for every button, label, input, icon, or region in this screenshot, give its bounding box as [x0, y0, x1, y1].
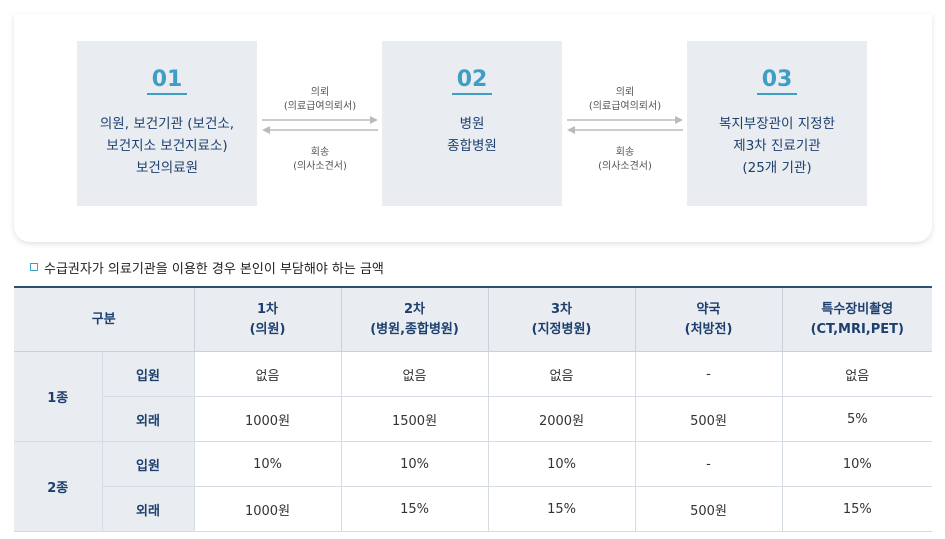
copay-table-wrapper: 구분 1차 (의원) 2차 (병원,종합병원) 3차 (지정병원) 약국 (처방전) 특… [14, 286, 933, 532]
arrow-2-refer-label: 의뢰 [615, 87, 635, 98]
section-title: 수급권자가 의료기관을 이용한 경우 본인이 부담해야 하는 금액 [30, 258, 384, 277]
table-cell: 1000원 [193, 486, 342, 532]
table-cell: 15% [340, 486, 489, 532]
row-type-label: 외래 [101, 486, 195, 532]
row-type-label: 입원 [101, 441, 195, 487]
table-cell: 15% [487, 486, 636, 532]
arrow-1-return-doc: (의사소견서) [293, 161, 347, 172]
table-header-row: 구분 1차 (의원) 2차 (병원,종합병원) 3차 (지정병원) 약국 (처방전) 특… [14, 287, 933, 352]
referral-arrow-2: 의뢰 (의료급여의뢰서) 회송 (의사소견서) [563, 84, 687, 174]
table-cell: 없음 [193, 351, 342, 397]
table-row: 1종 입원 없음 없음 없음 - 없음 [14, 351, 933, 442]
square-bullet-icon [30, 263, 38, 271]
step-1-box: 01 의원, 보건기관 (보건소, 보건지소 보건지료소) 보건의료원 [77, 41, 257, 206]
table-cell: 없음 [487, 351, 636, 397]
step-1-line-2: 보건지소 보건지료소) [106, 138, 228, 154]
table-cell: 10% [340, 441, 489, 487]
step-2-line-1: 병원 [459, 116, 485, 132]
header-tier-1: 1차 (의원) [193, 287, 342, 352]
header-tier-2: 2차 (병원,종합병원) [340, 287, 489, 352]
step-3-line-2: 제3차 진료기관 [733, 138, 821, 154]
step-2-number: 02 [452, 67, 492, 95]
table-cell: 5% [781, 396, 933, 442]
two-way-arrow-icon [262, 116, 378, 134]
step-3-box: 03 복지부장관이 지정한 제3차 진료기관 (25개 기관) [687, 41, 867, 206]
arrow-2-refer-doc: (의료급여의뢰서) [588, 101, 662, 112]
table-cell: 없음 [340, 351, 489, 397]
referral-flow-panel: 01 의원, 보건기관 (보건소, 보건지소 보건지료소) 보건의료원 의뢰 (… [14, 14, 932, 242]
arrow-2-return-doc: (의사소견서) [598, 161, 652, 172]
header-special-imaging: 특수장비촬영 (CT,MRI,PET) [781, 287, 933, 352]
copay-table: 구분 1차 (의원) 2차 (병원,종합병원) 3차 (지정병원) 약국 (처방전) 특… [14, 286, 933, 532]
table-row: 외래 1000원 1500원 2000원 500원 5% [14, 396, 933, 442]
table-cell: 500원 [634, 396, 783, 442]
table-cell: 1500원 [340, 396, 489, 442]
step-1-number: 01 [147, 67, 187, 95]
table-row: 외래 1000원 15% 15% 500원 15% [14, 486, 933, 532]
section-title-text: 수급권자가 의료기관을 이용한 경우 본인이 부담해야 하는 금액 [44, 262, 384, 277]
header-tier-3: 3차 (지정병원) [487, 287, 636, 352]
arrow-2-return-label: 회송 [615, 147, 635, 158]
arrow-1-refer-doc: (의료급여의뢰서) [283, 101, 357, 112]
step-2-box: 02 병원 종합병원 [382, 41, 562, 206]
table-cell: 10% [193, 441, 342, 487]
step-3-line-1: 복지부장관이 지정한 [718, 116, 836, 132]
step-3-line-3: (25개 기관) [742, 160, 812, 176]
group-label-1: 1종 [14, 351, 102, 442]
row-type-label: 외래 [101, 396, 195, 442]
table-cell: 2000원 [487, 396, 636, 442]
table-cell: 10% [487, 441, 636, 487]
table-cell: 500원 [634, 486, 783, 532]
table-cell: - [634, 351, 783, 397]
two-way-arrow-icon [567, 116, 683, 134]
table-cell: 1000원 [193, 396, 342, 442]
group-label-2: 2종 [14, 441, 102, 532]
arrow-1-refer-label: 의뢰 [310, 87, 330, 98]
table-cell: 없음 [781, 351, 933, 397]
referral-arrow-1: 의뢰 (의료급여의뢰서) 회송 (의사소견서) [258, 84, 382, 174]
step-2-line-2: 종합병원 [447, 138, 497, 154]
step-1-line-1: 의원, 보건기관 (보건소, [99, 116, 235, 132]
table-row: 2종 입원 10% 10% 10% - 10% [14, 441, 933, 532]
row-type-label: 입원 [101, 351, 195, 397]
step-3-number: 03 [757, 67, 797, 95]
step-1-line-3: 보건의료원 [135, 160, 199, 176]
table-cell: - [634, 441, 783, 487]
table-cell: 15% [781, 486, 933, 532]
header-category: 구분 [14, 287, 195, 352]
arrow-1-return-label: 회송 [310, 147, 330, 158]
header-pharmacy: 약국 (처방전) [634, 287, 783, 352]
table-cell: 10% [781, 441, 933, 487]
